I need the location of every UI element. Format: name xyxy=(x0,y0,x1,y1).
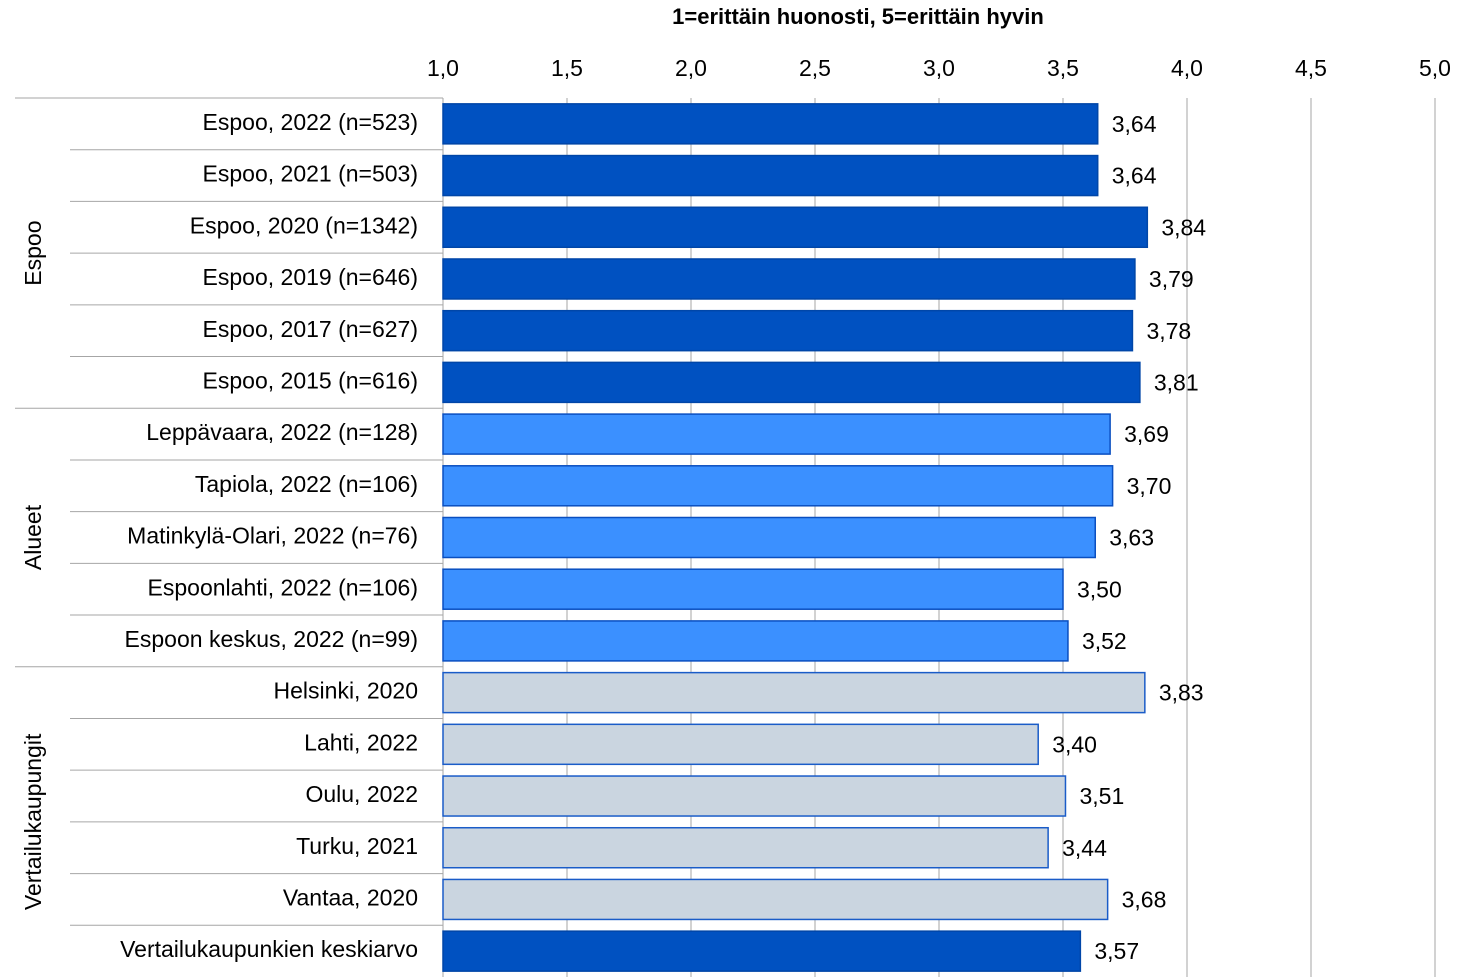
category-label: Tapiola, 2022 (n=106) xyxy=(195,471,418,497)
bar xyxy=(442,103,1099,145)
x-tick-label: 5,0 xyxy=(1419,55,1451,81)
value-label: 3,52 xyxy=(1082,628,1127,654)
category-label: Espoo, 2019 (n=646) xyxy=(203,264,418,290)
value-label: 3,68 xyxy=(1122,887,1167,913)
value-label: 3,63 xyxy=(1109,525,1154,551)
category-label: Espoo, 2015 (n=616) xyxy=(203,367,418,393)
bar xyxy=(442,723,1039,766)
value-label: 3,78 xyxy=(1146,318,1191,344)
x-tick-label: 4,5 xyxy=(1295,55,1327,81)
category-label: Espoo, 2021 (n=503) xyxy=(203,161,418,187)
category-label: Oulu, 2022 xyxy=(305,781,418,807)
value-label: 3,81 xyxy=(1154,369,1199,395)
category-label: Lahti, 2022 xyxy=(304,729,418,755)
x-axis-title: 1=erittäin huonosti, 5=erittäin hyvin xyxy=(672,4,1044,29)
value-label: 3,70 xyxy=(1127,473,1172,499)
x-tick-label: 2,0 xyxy=(675,55,707,81)
category-label: Espoon keskus, 2022 (n=99) xyxy=(125,626,418,652)
bar xyxy=(442,775,1067,817)
bar xyxy=(442,568,1064,610)
bar xyxy=(442,206,1149,249)
group-label: Vertailukaupungit xyxy=(20,733,46,910)
category-label: Leppävaara, 2022 (n=128) xyxy=(146,419,418,445)
bar xyxy=(442,309,1134,352)
x-tick-label: 2,5 xyxy=(799,55,831,81)
category-label: Matinkylä-Olari, 2022 (n=76) xyxy=(127,523,418,549)
bar xyxy=(442,878,1109,921)
value-label: 3,83 xyxy=(1159,680,1204,706)
bar xyxy=(442,516,1096,559)
bar xyxy=(442,465,1114,507)
x-tick-label: 4,0 xyxy=(1171,55,1203,81)
category-label: Espoo, 2020 (n=1342) xyxy=(190,212,418,238)
bar xyxy=(442,413,1111,455)
x-tick-label: 3,5 xyxy=(1047,55,1079,81)
value-label: 3,84 xyxy=(1161,214,1206,240)
value-label: 3,44 xyxy=(1062,835,1107,861)
category-label: Turku, 2021 xyxy=(296,833,418,859)
category-label: Espoo, 2017 (n=627) xyxy=(203,316,418,342)
bar xyxy=(442,620,1069,662)
group-label: Alueet xyxy=(20,504,46,570)
bar xyxy=(442,154,1099,197)
value-label: 3,69 xyxy=(1124,421,1169,447)
value-label: 3,57 xyxy=(1094,938,1139,964)
bar xyxy=(442,258,1136,300)
category-label: Vantaa, 2020 xyxy=(283,885,418,911)
x-tick-label: 3,0 xyxy=(923,55,955,81)
value-label: 3,79 xyxy=(1149,266,1194,292)
category-label: Helsinki, 2020 xyxy=(274,678,418,704)
category-label: Espoonlahti, 2022 (n=106) xyxy=(148,574,418,600)
value-label: 3,40 xyxy=(1052,731,1097,757)
value-label: 3,64 xyxy=(1112,111,1157,137)
value-label: 3,64 xyxy=(1112,163,1157,189)
bar xyxy=(442,671,1146,714)
category-label: Espoo, 2022 (n=523) xyxy=(203,109,418,135)
x-tick-label: 1,5 xyxy=(551,55,583,81)
category-label: Vertailukaupunkien keskiarvo xyxy=(120,936,418,962)
value-label: 3,51 xyxy=(1079,783,1124,809)
value-label: 3,50 xyxy=(1077,576,1122,602)
bar xyxy=(442,826,1049,869)
bar xyxy=(442,930,1082,972)
bar xyxy=(442,361,1141,404)
group-label: Espoo xyxy=(20,221,46,286)
x-tick-label: 1,0 xyxy=(427,55,459,81)
